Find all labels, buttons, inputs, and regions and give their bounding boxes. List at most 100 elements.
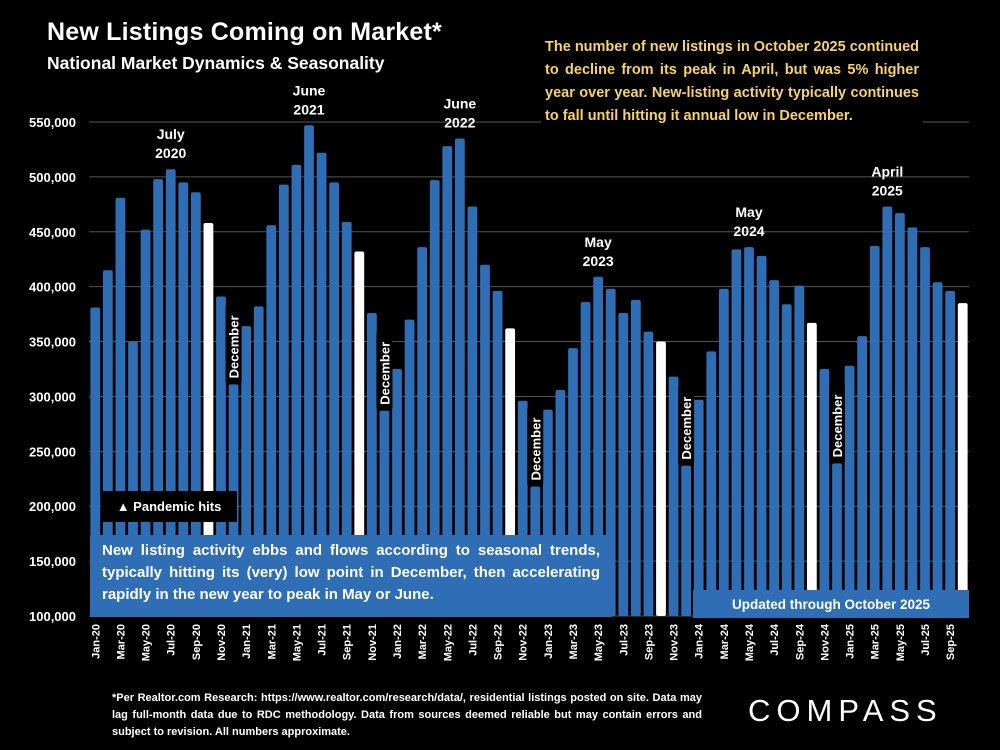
bar-nov-24: [819, 369, 830, 616]
x-tick-label: Sep-24: [794, 623, 806, 660]
bar-jun-24: [756, 255, 767, 616]
bar-may-23: [593, 276, 604, 616]
pandemic-annotation: ▲ Pandemic hits: [101, 491, 237, 522]
bar-feb-25: [857, 336, 868, 616]
x-tick-label: Nov-23: [669, 624, 681, 661]
bar-jun-25: [907, 227, 918, 617]
december-label: December: [679, 397, 694, 460]
x-tick-label: Jan-21: [241, 624, 253, 659]
y-tick-label: 300,000: [29, 389, 76, 404]
bar-sep-25: [945, 291, 956, 616]
y-tick-label: 550,000: [29, 115, 76, 130]
bar-oct-25: [957, 303, 968, 616]
y-tick-label: 400,000: [29, 280, 76, 295]
x-axis-ticks: Jan-20 Mar-20 May-20 Jul-20 Sep-20 Nov-20 Jan-…: [90, 623, 957, 661]
peak-annotation-label: 2022: [444, 114, 475, 130]
x-tick-label: May-21: [291, 624, 303, 661]
bar-dec-24: [832, 463, 842, 616]
bar-aug-23: [630, 299, 641, 616]
bar-aug-22: [480, 264, 490, 616]
x-tick-label: Sep-22: [493, 624, 505, 660]
bar-aug-21: [329, 182, 340, 616]
y-tick-label: 150,000: [29, 554, 76, 569]
y-tick-label: 200,000: [29, 499, 76, 514]
bar-apr-24: [731, 249, 742, 616]
december-label: December: [377, 342, 392, 405]
chart-title: New Listings Coming on Market*: [47, 18, 442, 46]
peak-annotation-label: 2024: [733, 223, 764, 239]
bar-mar-24: [718, 288, 729, 616]
y-tick-label: 350,000: [29, 335, 76, 350]
peak-annotation-label: June: [444, 95, 477, 111]
x-tick-label: Jan-23: [543, 624, 555, 659]
compass-logo: COMPASS: [748, 693, 943, 728]
bar-mar-25: [869, 246, 880, 616]
peak-annotation-label: April: [871, 164, 903, 180]
bar-nov-23: [668, 376, 679, 616]
bar-may-21: [291, 164, 302, 616]
bar-jul-23: [618, 313, 629, 616]
bar-may-24: [744, 247, 754, 616]
x-tick-label: May-23: [593, 624, 605, 661]
footnote: *Per Realtor.com Research: https://www.r…: [112, 692, 702, 738]
bar-sep-24: [794, 285, 805, 616]
bar-mar-21: [266, 225, 277, 617]
bar-jun-22: [454, 138, 465, 616]
y-tick-label: 250,000: [29, 444, 76, 459]
peak-annotation-label: May: [585, 234, 612, 250]
bar-sep-22: [492, 291, 503, 616]
peak-annotations: July 2020 June 2021 June 2022 May 2023 May 2024 Ap…: [155, 82, 903, 268]
bar-oct-23: [656, 341, 666, 616]
peak-annotation-label: 2021: [293, 101, 324, 117]
bar-jul-25: [920, 247, 930, 616]
december-label-bg: [678, 387, 695, 464]
x-tick-label: Jan-22: [392, 624, 404, 659]
x-tick-label: Nov-20: [216, 624, 228, 661]
x-tick-label: Jul-25: [920, 624, 932, 656]
seasonal-annotation: New listing activity ebbs and flows acco…: [90, 535, 612, 617]
peak-annotation-label: 2023: [583, 253, 614, 269]
y-axis-ticks: 100,000 150,000 200,000 250,000 300,000 350,0…: [29, 115, 76, 624]
x-tick-label: May-25: [895, 624, 907, 661]
december-label: December: [830, 395, 845, 458]
x-tick-label: Mar-22: [417, 624, 429, 659]
x-tick-label: Sep-23: [643, 624, 655, 660]
x-tick-label: Sep-20: [191, 624, 203, 660]
x-tick-label: May-22: [442, 624, 454, 661]
bar-dec-23: [681, 465, 692, 616]
december-labels: December December December December December: [225, 306, 845, 485]
bar-apr-25: [882, 206, 893, 617]
bar-aug-25: [932, 282, 943, 616]
y-tick-label: 500,000: [29, 170, 76, 185]
bar-jun-23: [605, 288, 616, 616]
x-tick-label: Mar-21: [266, 624, 278, 659]
december-label: December: [227, 315, 242, 378]
bar-may-22: [442, 146, 453, 616]
peak-annotation-label: May: [735, 204, 762, 220]
x-tick-label: Jul-21: [317, 624, 329, 656]
x-tick-label: Jan-25: [845, 624, 857, 659]
x-tick-label: Nov-22: [518, 624, 530, 661]
updated-through-label: Updated through October 2025: [693, 590, 969, 618]
x-tick-label: Jul-23: [618, 624, 630, 656]
x-tick-label: Mar-24: [719, 623, 731, 659]
bar-apr-21: [278, 184, 289, 616]
bar-oct-21: [354, 251, 365, 616]
bar-feb-24: [706, 351, 717, 616]
peak-annotation-label: July: [157, 126, 185, 142]
x-tick-label: Jul-24: [769, 623, 781, 656]
x-tick-label: Mar-25: [870, 624, 882, 659]
bar-aug-24: [781, 304, 792, 616]
bar-jan-24: [693, 399, 704, 616]
bar-sep-21: [341, 221, 352, 617]
bar-jul-21: [316, 152, 327, 616]
y-tick-label: 100,000: [29, 609, 76, 624]
bar-feb-20: [102, 270, 113, 616]
bar-sep-23: [643, 331, 654, 616]
bar-jun-21: [304, 125, 314, 616]
bar-jul-22: [467, 206, 478, 617]
x-tick-label: Jan-24: [694, 623, 706, 659]
bar-jan-25: [844, 365, 855, 616]
peak-annotation-label: 2025: [872, 183, 903, 199]
peak-annotation-label: 2020: [155, 145, 186, 161]
